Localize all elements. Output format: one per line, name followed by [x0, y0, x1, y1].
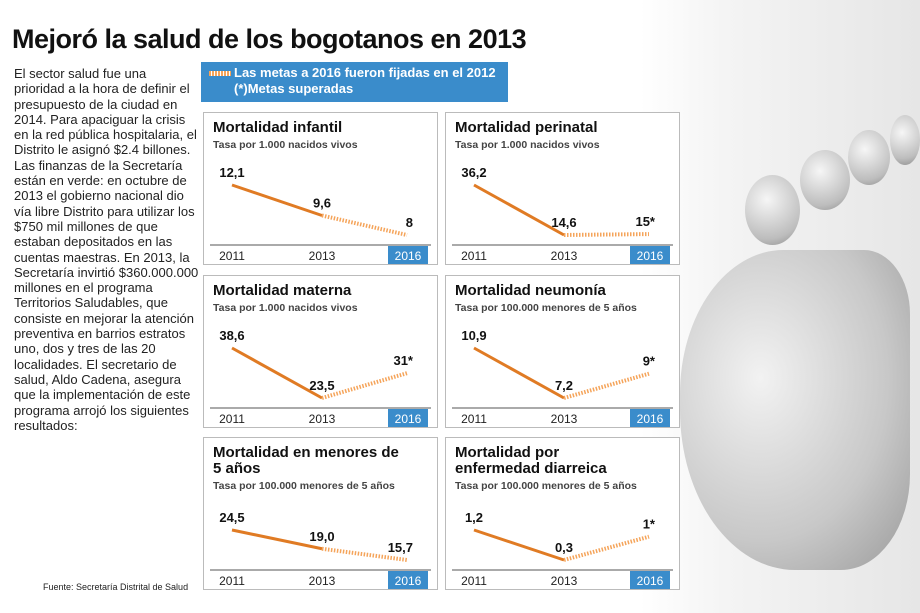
data-label: 15* [635, 214, 655, 229]
data-label: 24,5 [219, 510, 244, 525]
data-label: 7,2 [555, 378, 573, 393]
chart-title: Mortalidad por enfermedad diarreica [455, 444, 607, 477]
foot-shape [680, 250, 910, 570]
actual-line-segment [473, 346, 565, 400]
dashed-line-swatch [209, 71, 231, 77]
x-tick-label: 2011 [461, 574, 487, 588]
toe [848, 130, 890, 185]
actual-line-segment [473, 183, 565, 237]
target-line-segment [321, 546, 408, 562]
line-chart: 2011 12,1 2013 9,6 2016 8 [210, 165, 431, 264]
data-label: 36,2 [461, 165, 486, 180]
data-label: 38,6 [219, 328, 244, 343]
x-tick-label: 2011 [219, 574, 245, 588]
x-tick-label: 2011 [461, 412, 487, 426]
legend-line1: Las metas a 2016 fueron fijadas en el 20… [234, 65, 496, 80]
year-highlight [388, 571, 428, 589]
legend-line2: (*)Metas superadas [234, 81, 354, 96]
legend: Las metas a 2016 fueron fijadas en el 20… [201, 62, 508, 102]
toe [800, 150, 850, 210]
x-tick-label: 2016 [395, 574, 422, 588]
x-tick-label: 2013 [551, 249, 578, 263]
toe [745, 175, 800, 245]
chart-subtitle: Tasa por 100.000 menores de 5 años [455, 480, 637, 492]
target-line-segment [563, 534, 650, 562]
line-chart: 2011 10,9 2013 7,2 2016 9* [452, 328, 673, 427]
x-tick-label: 2013 [551, 412, 578, 426]
data-label: 14,6 [551, 215, 576, 230]
chart-panel: Mortalidad neumonía Tasa por 100.000 meno… [445, 275, 680, 428]
intro-text: El sector salud fue una prioridad a la h… [14, 66, 199, 433]
chart-title: Mortalidad infantil [213, 119, 343, 136]
year-highlight [630, 571, 670, 589]
chart-title: Mortalidad neumonía [455, 282, 606, 299]
actual-line-segment [473, 528, 565, 562]
chart-panel: Mortalidad infantil Tasa por 1.000 nacido… [203, 112, 438, 265]
x-tick-label: 2013 [309, 249, 336, 263]
data-label: 15,7 [388, 540, 413, 555]
line-chart: 2011 24,5 2013 19,0 2016 15,7 [210, 510, 431, 589]
data-label: 8 [406, 215, 413, 230]
chart-panel: Mortalidad por enfermedad diarreica Tasa … [445, 437, 680, 590]
chart-subtitle: Tasa por 100.000 menores de 5 años [213, 480, 395, 492]
chart-title: Mortalidad materna [213, 282, 352, 299]
toe [890, 115, 920, 165]
x-tick-label: 2011 [219, 249, 245, 263]
data-label: 1,2 [465, 510, 483, 525]
x-tick-label: 2013 [309, 412, 336, 426]
year-highlight [630, 246, 670, 264]
year-highlight [630, 409, 670, 427]
actual-line-segment [231, 528, 323, 551]
x-tick-label: 2011 [219, 412, 245, 426]
line-chart: 2011 1,2 2013 0,3 2016 1* [452, 510, 673, 589]
year-highlight [388, 246, 428, 264]
year-highlight [388, 409, 428, 427]
target-line-segment [321, 213, 408, 237]
chart-subtitle: Tasa por 100.000 menores de 5 años [455, 302, 637, 314]
x-tick-label: 2011 [461, 249, 487, 263]
x-tick-label: 2016 [395, 412, 422, 426]
chart-panel: Mortalidad perinatal Tasa por 1.000 nacid… [445, 112, 680, 265]
actual-line-segment [231, 346, 323, 400]
source-note: Fuente: Secretaría Distrital de Salud [43, 582, 189, 592]
line-chart: 2011 38,6 2013 23,5 2016 31* [210, 328, 431, 427]
data-label: 0,3 [555, 540, 573, 555]
chart-title: Mortalidad perinatal [455, 119, 598, 136]
x-tick-label: 2016 [395, 249, 422, 263]
data-label: 1* [643, 517, 656, 532]
data-label: 12,1 [219, 165, 244, 180]
chart-subtitle: Tasa por 1.000 nacidos vivos [213, 139, 358, 151]
line-chart: 2011 36,2 2013 14,6 2016 15* [452, 165, 673, 264]
target-line-segment [563, 371, 650, 400]
target-line-segment [321, 371, 408, 400]
data-label: 10,9 [461, 328, 486, 343]
data-label: 9* [643, 354, 656, 369]
actual-line-segment [231, 183, 323, 217]
chart-panel: Mortalidad en menores de 5 años Tasa por … [203, 437, 438, 590]
x-tick-label: 2013 [551, 574, 578, 588]
data-label: 9,6 [313, 195, 331, 210]
x-tick-label: 2016 [637, 574, 664, 588]
chart-subtitle: Tasa por 1.000 nacidos vivos [213, 302, 358, 314]
x-tick-label: 2013 [309, 574, 336, 588]
x-tick-label: 2016 [637, 249, 664, 263]
chart-title: Mortalidad en menores de 5 años [213, 444, 399, 477]
chart-panel: Mortalidad materna Tasa por 1.000 nacidos… [203, 275, 438, 428]
data-label: 19,0 [309, 529, 334, 544]
baby-foot-photo [640, 0, 920, 613]
page-title: Mejoró la salud de los bogotanos en 2013 [12, 24, 527, 54]
data-label: 23,5 [309, 378, 334, 393]
x-tick-label: 2016 [637, 412, 664, 426]
chart-subtitle: Tasa por 1.000 nacidos vivos [455, 139, 600, 151]
data-label: 31* [393, 353, 413, 368]
target-line-segment [563, 232, 650, 237]
